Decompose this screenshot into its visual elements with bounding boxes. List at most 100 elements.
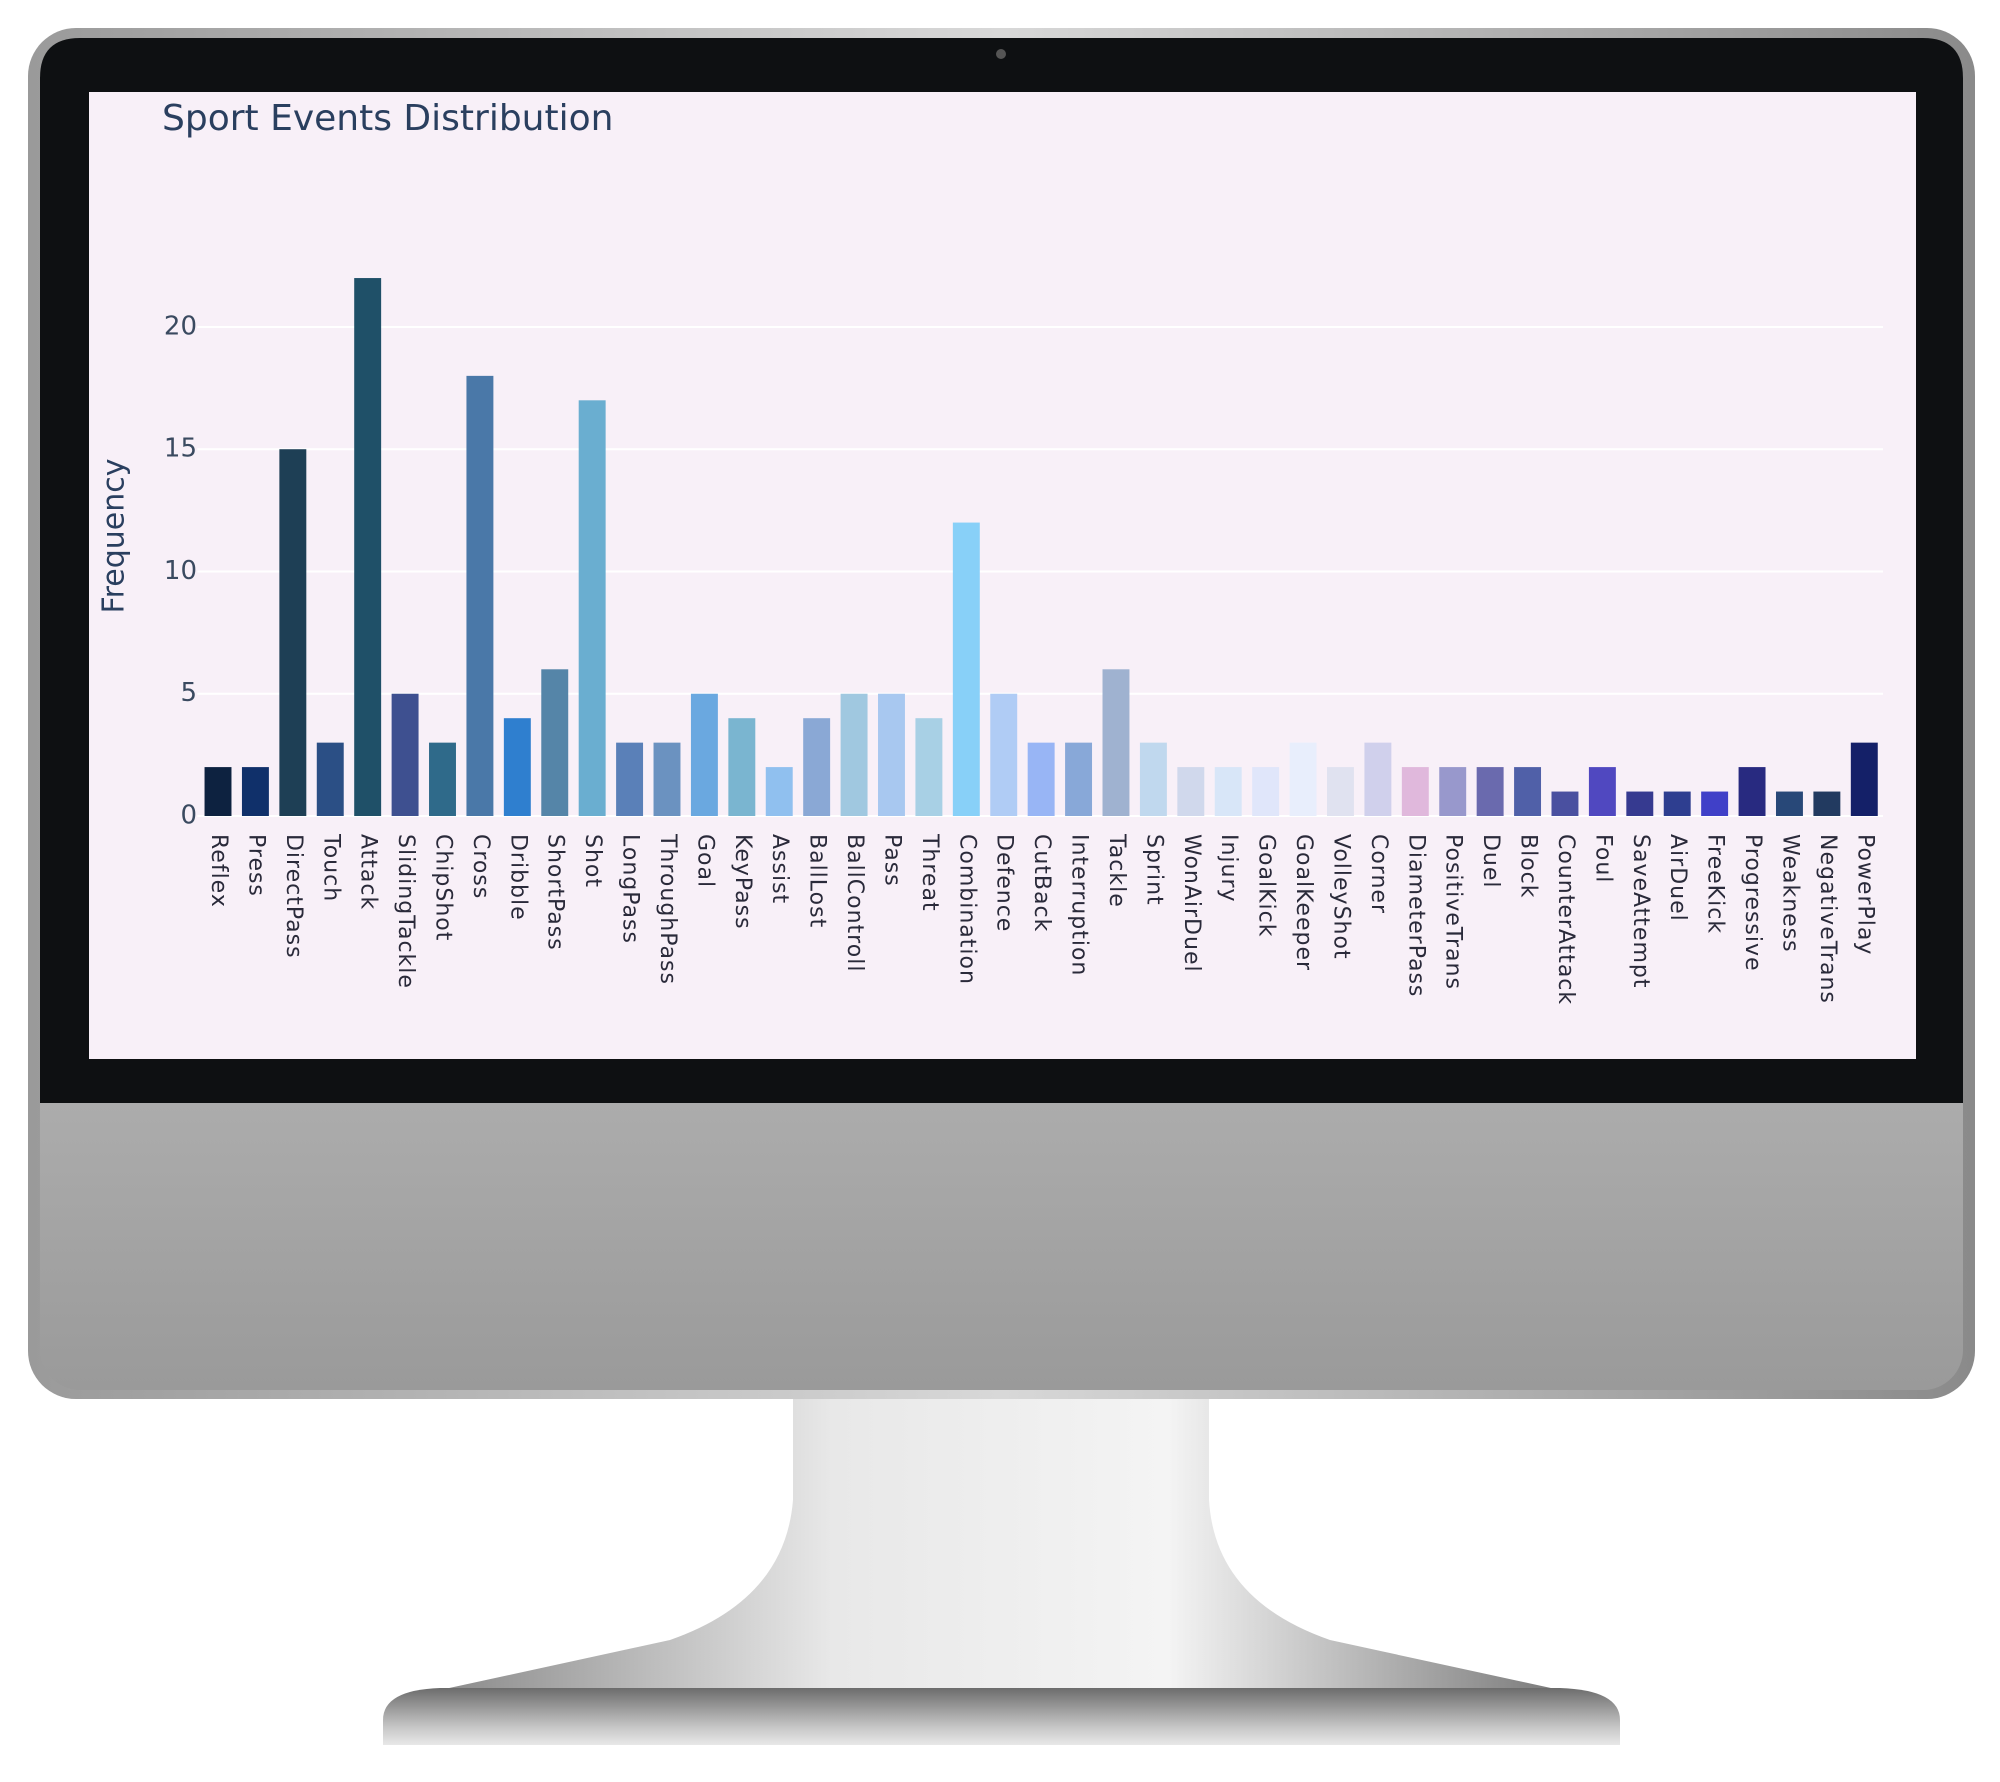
bar [878, 693, 905, 816]
bar [1439, 767, 1467, 816]
chart: Sport Events Distribution Frequency 0 5 10… [97, 98, 1883, 1005]
x-tick-label: Touch [318, 833, 343, 902]
bar [316, 742, 344, 816]
x-tick-label: CounterAttack [1553, 834, 1578, 1005]
bar [1102, 669, 1130, 816]
x-tick-label: KeyPass [730, 834, 755, 930]
bar [204, 767, 232, 816]
x-tick-label: DiameterPass [1403, 834, 1428, 997]
x-tick-label: VolleyShot [1328, 834, 1353, 960]
x-tick-label: Press [243, 834, 268, 897]
x-tick-label: Reflex [206, 834, 231, 908]
bar [1663, 791, 1691, 816]
x-tick-label: Pass [879, 834, 904, 887]
bar [354, 278, 382, 816]
x-tick-label: Duel [1478, 834, 1503, 889]
x-tick-label: Defence [992, 834, 1017, 932]
bar [1588, 767, 1616, 816]
bar [1850, 742, 1878, 816]
bar [1476, 767, 1504, 816]
x-tick-label: ShortPass [543, 834, 568, 951]
bar [279, 449, 307, 816]
bar [765, 767, 793, 816]
x-tick-label: Block [1516, 834, 1541, 899]
x-tick-label: Tackle [1104, 833, 1129, 908]
bar [1252, 767, 1280, 816]
camera [996, 49, 1006, 59]
x-tick-label: Corner [1366, 834, 1391, 914]
bar [1551, 791, 1579, 816]
x-tick-label: GoalKeeper [1291, 834, 1316, 971]
bar [466, 375, 494, 816]
bar [391, 693, 419, 816]
bar [1214, 767, 1242, 816]
x-tick-label: LongPass [618, 834, 643, 944]
x-tick-label: WonAirDuel [1179, 834, 1204, 973]
bar [803, 718, 831, 816]
x-tick-label: FreeKick [1703, 834, 1728, 934]
bar [429, 742, 456, 816]
y-tick-label: 0 [180, 801, 197, 831]
x-tick-label: Attack [356, 834, 381, 910]
bar [1027, 742, 1055, 816]
bar [728, 718, 756, 816]
x-tick-label: AirDuel [1665, 834, 1690, 922]
y-tick-label: 5 [180, 678, 197, 708]
monitor-stand [440, 1395, 1560, 1690]
x-tick-label: SaveAttempt [1628, 834, 1653, 988]
bar [503, 718, 531, 816]
x-tick-label: Dribble [505, 834, 530, 921]
x-tick-label: PowerPlay [1852, 834, 1877, 955]
x-tick-label: SlidingTackle [393, 834, 418, 989]
x-tick-label: ThroughPass [655, 833, 680, 985]
bar [915, 718, 943, 816]
x-tick-label: CutBack [1029, 834, 1054, 932]
screen [89, 92, 1916, 1059]
x-tick-label: DirectPass [281, 834, 306, 959]
x-tick-label: Goal [692, 834, 717, 888]
bar [616, 742, 644, 816]
bar [541, 669, 569, 816]
monitor-base [383, 1688, 1620, 1745]
bar [1065, 742, 1093, 816]
bar [1701, 791, 1729, 816]
bar [1139, 742, 1167, 816]
chart-title: Sport Events Distribution [162, 98, 613, 139]
x-tick-label: BallLost [805, 834, 830, 928]
bar [653, 742, 681, 816]
bar [1626, 791, 1654, 816]
bar [241, 767, 269, 816]
x-tick-label: Foul [1590, 834, 1615, 883]
x-tick-label: Interruption [1067, 834, 1092, 976]
bar [1775, 791, 1803, 816]
x-tick-label: Combination [954, 834, 979, 985]
bar [1289, 742, 1317, 816]
y-tick-label: 10 [164, 556, 197, 586]
bar [1177, 767, 1205, 816]
bar [1401, 767, 1429, 816]
x-tick-label: PositiveTrans [1441, 834, 1466, 990]
x-tick-label: Weakness [1777, 834, 1802, 953]
bar [1514, 767, 1542, 816]
x-tick-label: Injury [1216, 834, 1241, 903]
bar [840, 693, 868, 816]
x-tick-label: Assist [767, 834, 792, 904]
x-tick-label: Sprint [1141, 834, 1166, 906]
y-axis-title: Frequency [97, 459, 132, 614]
y-tick-label: 20 [164, 311, 197, 341]
x-tick-label: GoalKick [1254, 834, 1279, 937]
bar [990, 693, 1018, 816]
x-tick-label: Cross [468, 834, 493, 899]
y-tick-label: 15 [164, 434, 197, 464]
x-tick-label: Progressive [1740, 834, 1765, 972]
x-tick-label: NegativeTrans [1815, 834, 1840, 1004]
bar [1327, 767, 1354, 816]
x-tick-label: ChipShot [431, 834, 456, 941]
bar [1364, 742, 1392, 816]
bar [1813, 791, 1841, 816]
x-tick-label: BallControll [842, 834, 867, 972]
x-tick-label: Shot [580, 834, 605, 888]
bar [1738, 767, 1766, 816]
bar [690, 693, 718, 816]
bar [578, 400, 606, 816]
